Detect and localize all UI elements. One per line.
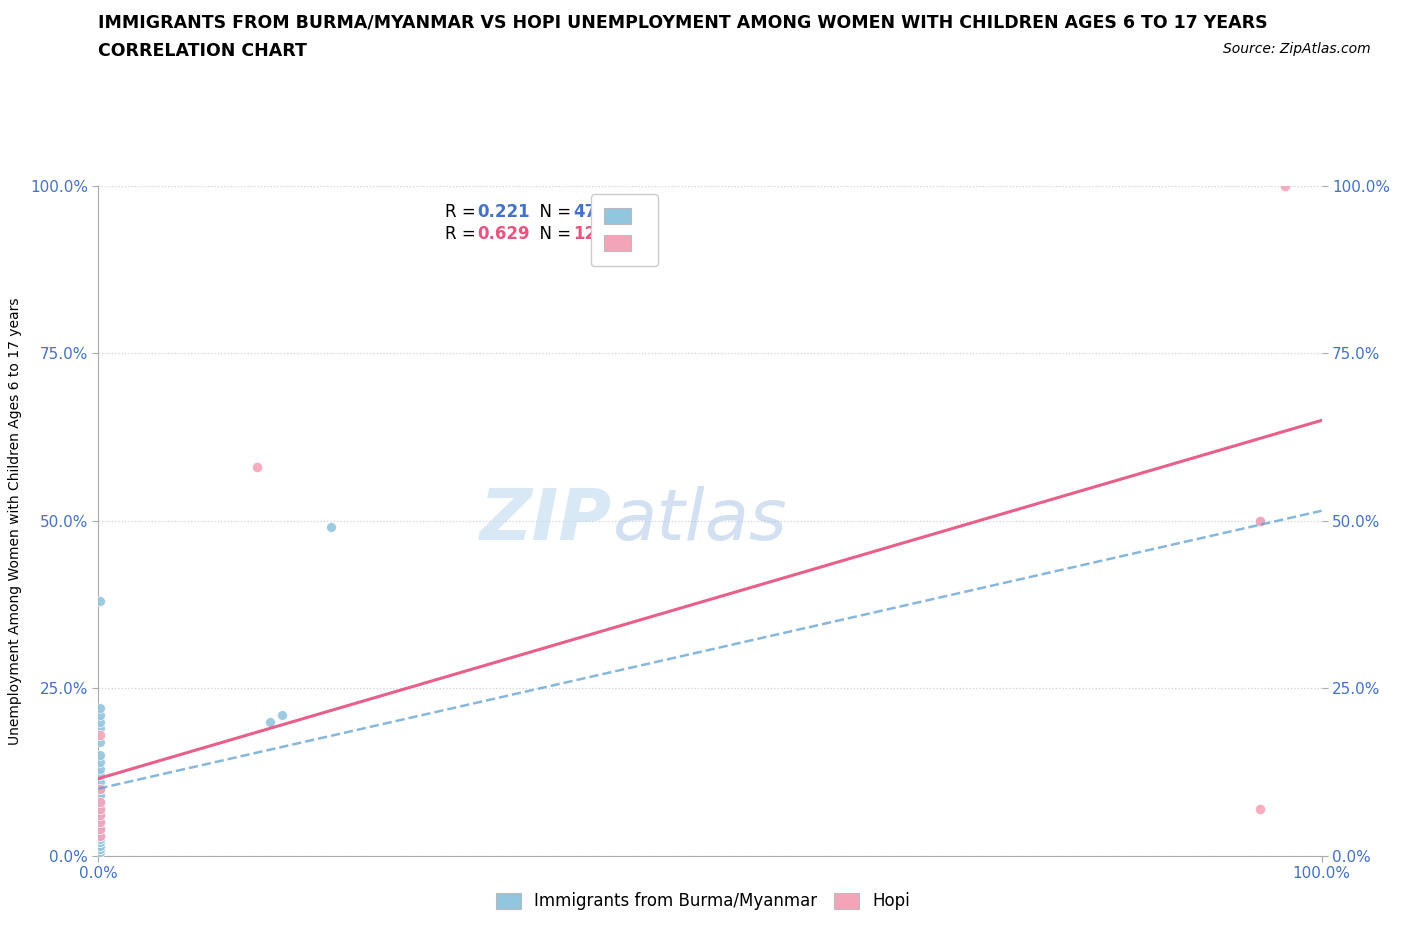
Text: 0.221: 0.221 — [478, 203, 530, 220]
Point — [89, 828, 111, 843]
Point — [259, 714, 281, 729]
Point — [89, 838, 111, 853]
Point — [89, 775, 111, 790]
Point — [89, 754, 111, 769]
Point — [89, 768, 111, 783]
Point — [89, 821, 111, 836]
Text: ZIP: ZIP — [479, 486, 612, 555]
Point — [89, 821, 111, 836]
Point — [89, 835, 111, 850]
Point — [89, 831, 111, 846]
Text: R =: R = — [444, 203, 481, 220]
Point — [89, 794, 111, 809]
Point — [89, 828, 111, 843]
Point — [89, 844, 111, 859]
Point — [89, 842, 111, 857]
Text: N =: N = — [529, 225, 576, 243]
Point — [89, 802, 111, 817]
Point — [89, 808, 111, 823]
Point — [89, 735, 111, 750]
Point — [89, 844, 111, 859]
Point — [89, 794, 111, 809]
Point — [89, 788, 111, 803]
Point — [1249, 513, 1271, 528]
Point — [319, 520, 342, 535]
Point — [270, 708, 294, 723]
Point — [89, 721, 111, 736]
Y-axis label: Unemployment Among Women with Children Ages 6 to 17 years: Unemployment Among Women with Children A… — [7, 297, 21, 745]
Point — [89, 842, 111, 857]
Point — [89, 821, 111, 836]
Text: 12: 12 — [574, 225, 596, 243]
Point — [89, 815, 111, 830]
Point — [1274, 179, 1296, 193]
Point — [89, 808, 111, 823]
Text: IMMIGRANTS FROM BURMA/MYANMAR VS HOPI UNEMPLOYMENT AMONG WOMEN WITH CHILDREN AGE: IMMIGRANTS FROM BURMA/MYANMAR VS HOPI UN… — [98, 14, 1268, 32]
Point — [1249, 513, 1271, 528]
Point — [89, 708, 111, 723]
Text: N =: N = — [529, 203, 576, 220]
Text: atlas: atlas — [612, 486, 787, 555]
Text: 0.629: 0.629 — [478, 225, 530, 243]
Point — [89, 821, 111, 836]
Point — [89, 828, 111, 843]
Point — [89, 714, 111, 729]
Point — [89, 748, 111, 763]
Point — [89, 842, 111, 857]
Legend: Immigrants from Burma/Myanmar, Hopi: Immigrants from Burma/Myanmar, Hopi — [489, 885, 917, 917]
Point — [89, 781, 111, 796]
Point — [89, 815, 111, 830]
Point — [89, 781, 111, 796]
Point — [89, 794, 111, 809]
Point — [89, 838, 111, 853]
Text: Source: ZipAtlas.com: Source: ZipAtlas.com — [1223, 42, 1371, 56]
Point — [89, 844, 111, 859]
Point — [89, 802, 111, 817]
Point — [246, 459, 269, 474]
Point — [89, 788, 111, 803]
Point — [89, 815, 111, 830]
Point — [89, 815, 111, 830]
Point — [89, 835, 111, 850]
Point — [89, 761, 111, 776]
Point — [89, 808, 111, 823]
Point — [89, 727, 111, 742]
Text: 47: 47 — [574, 203, 596, 220]
Text: CORRELATION CHART: CORRELATION CHART — [98, 42, 308, 60]
Point — [89, 781, 111, 796]
Point — [89, 828, 111, 843]
Point — [89, 802, 111, 817]
Text: R =: R = — [444, 225, 481, 243]
Point — [89, 593, 111, 608]
Point — [89, 701, 111, 716]
Point — [89, 835, 111, 850]
Point — [1249, 802, 1271, 817]
Legend: , : , — [591, 194, 658, 266]
Point — [89, 831, 111, 846]
